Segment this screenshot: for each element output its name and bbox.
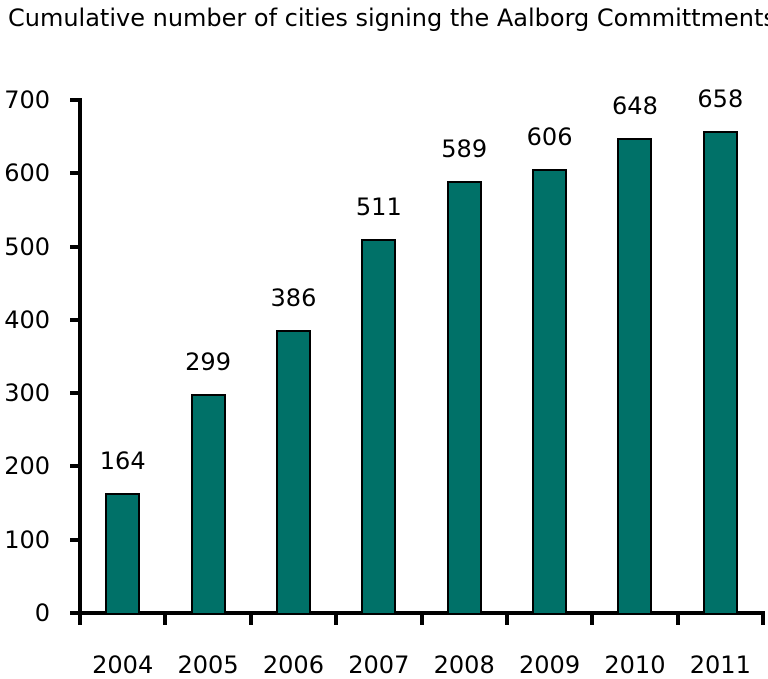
y-tick-mark [70, 171, 78, 176]
x-tick-label: 2006 [262, 651, 324, 679]
bar-value-label: 511 [355, 192, 402, 221]
y-tick-label: 200 [4, 452, 50, 481]
y-tick-mark [70, 611, 78, 615]
x-tick-mark [248, 615, 253, 625]
x-tick-label: 2007 [348, 651, 410, 679]
y-tick-mark [70, 317, 78, 322]
bar-value-label: 299 [185, 347, 231, 376]
bar [361, 238, 397, 613]
y-tick-mark [70, 244, 78, 249]
y-tick-label: 100 [4, 525, 50, 554]
x-tick-mark [163, 615, 168, 625]
y-tick-mark [70, 391, 78, 396]
bar [702, 130, 738, 613]
x-axis-line [78, 611, 765, 615]
x-tick-mark [78, 615, 82, 625]
bar [275, 330, 311, 613]
x-tick-label: 2005 [177, 651, 239, 679]
y-tick-label: 700 [4, 86, 50, 114]
y-tick-label: 300 [4, 379, 50, 408]
x-tick-mark [761, 615, 765, 625]
y-tick-mark [70, 537, 78, 542]
y-tick-mark [70, 464, 78, 469]
y-tick-label: 400 [4, 305, 50, 334]
bar-value-label: 164 [99, 446, 146, 475]
bar-value-label: 606 [526, 122, 573, 151]
bar [446, 181, 482, 613]
y-tick-label: 0 [34, 599, 50, 627]
chart-title: Cumulative number of cities signing the … [8, 4, 768, 32]
bar-value-label: 589 [441, 135, 488, 164]
x-tick-mark [675, 615, 680, 625]
y-axis-line [78, 98, 82, 615]
y-tick-label: 500 [4, 232, 50, 261]
x-tick-mark [504, 615, 509, 625]
bar [105, 492, 141, 613]
bar-value-label: 386 [270, 284, 317, 313]
x-tick-label: 2010 [604, 651, 666, 679]
bar [617, 138, 653, 613]
y-tick-mark [70, 98, 78, 102]
bar-value-label: 648 [612, 92, 658, 121]
x-tick-label: 2009 [519, 651, 581, 679]
x-tick-label: 2008 [433, 651, 495, 679]
x-tick-mark [590, 615, 595, 625]
x-tick-label: 2011 [689, 651, 751, 679]
bar [532, 168, 568, 613]
x-tick-mark [419, 615, 424, 625]
x-tick-label: 2004 [92, 651, 154, 679]
x-tick-mark [334, 615, 339, 625]
bar-value-label: 658 [697, 84, 744, 113]
y-tick-label: 600 [4, 159, 50, 188]
bar [190, 393, 226, 613]
